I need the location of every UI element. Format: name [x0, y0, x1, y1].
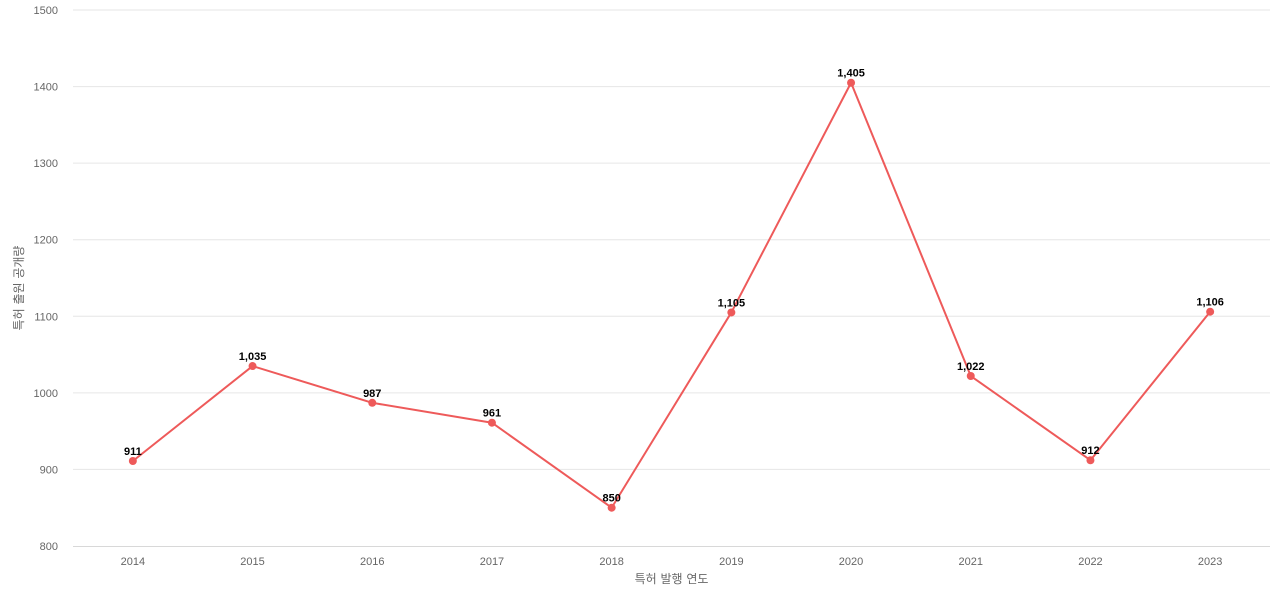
data-label: 1,022 — [957, 361, 985, 373]
data-label: 1,405 — [837, 68, 865, 80]
x-tick-label: 2022 — [1078, 556, 1102, 568]
data-point[interactable] — [368, 398, 377, 407]
x-tick-label: 2019 — [719, 556, 743, 568]
data-label: 1,035 — [239, 351, 267, 363]
y-tick-label: 1000 — [34, 388, 58, 400]
y-tick-label: 1200 — [34, 235, 58, 247]
x-tick-label: 2017 — [480, 556, 504, 568]
data-label: 912 — [1081, 445, 1099, 457]
data-point[interactable] — [607, 503, 616, 512]
y-tick-label: 1500 — [34, 5, 58, 17]
data-point[interactable] — [1086, 456, 1095, 465]
y-tick-label: 1400 — [34, 82, 58, 94]
data-label: 961 — [483, 408, 501, 420]
data-label: 1,105 — [718, 297, 746, 309]
series-layer — [128, 78, 1215, 512]
grid-lines — [73, 9, 1270, 470]
data-point[interactable] — [487, 418, 496, 427]
x-tick-label: 2018 — [599, 556, 623, 568]
data-point[interactable] — [1206, 307, 1215, 316]
y-tick-label: 1300 — [34, 158, 58, 170]
data-point[interactable] — [966, 372, 975, 381]
x-axis-title: 특허 발행 연도 — [635, 571, 709, 586]
y-tick-label: 1100 — [34, 311, 58, 323]
data-point[interactable] — [727, 308, 736, 317]
data-label: 1,106 — [1196, 297, 1224, 309]
x-tick-label: 2014 — [121, 556, 145, 568]
data-label: 911 — [124, 446, 142, 458]
x-tick-label: 2016 — [360, 556, 384, 568]
y-axis-ticks: 800 900 1000 1100 1200 1300 1400 1500 — [34, 5, 58, 553]
x-tick-label: 2020 — [839, 556, 863, 568]
data-label: 850 — [602, 493, 620, 505]
data-labels: 911 1,035 987 961 850 1,105 1,405 1,022 912 1,106 — [124, 68, 1224, 505]
series-line — [132, 81, 1211, 509]
x-tick-label: 2021 — [959, 556, 983, 568]
y-tick-label: 800 — [40, 541, 58, 553]
x-axis-ticks: 2014 2015 2016 2017 2018 2019 2020 2021 2022 2023 — [121, 556, 1223, 568]
data-point[interactable] — [128, 457, 137, 466]
data-point[interactable] — [847, 78, 856, 87]
x-tick-label: 2023 — [1198, 556, 1222, 568]
data-label: 987 — [363, 388, 381, 400]
y-axis-title: 특허 출원 공개량 — [12, 246, 26, 331]
y-tick-label: 900 — [40, 464, 58, 476]
x-tick-label: 2015 — [240, 556, 264, 568]
data-point[interactable] — [248, 362, 257, 371]
